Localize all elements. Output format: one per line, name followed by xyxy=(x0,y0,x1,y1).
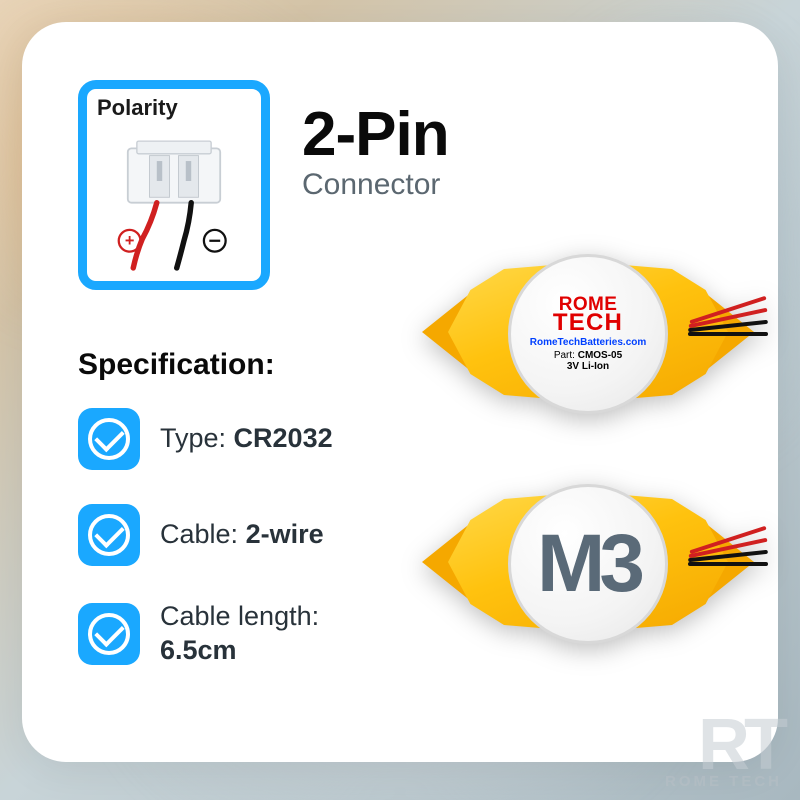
battery-wires xyxy=(688,518,768,598)
heading-main: 2-Pin xyxy=(302,104,449,166)
adhesive-disc: M3 xyxy=(508,484,668,644)
spec-label: Cable length: xyxy=(160,600,319,634)
battery-images: ROME TECH RomeTechBatteries.com Part: CM… xyxy=(388,232,788,712)
svg-text:+: + xyxy=(125,232,135,250)
spec-label: Type: xyxy=(160,423,234,453)
watermark-logo: RT xyxy=(665,717,782,775)
brand-line2: TECH xyxy=(553,313,623,333)
product-card: Polarity + 2-Pin Connector Specification… xyxy=(22,22,778,762)
battery-label-disc: ROME TECH RomeTechBatteries.com Part: CM… xyxy=(508,254,668,414)
watermark-text: ROME TECH xyxy=(665,773,782,790)
spec-list: Type: CR2032 Cable: 2-wire Cable length:… xyxy=(78,408,333,668)
connector-illustration: + xyxy=(97,125,251,275)
heading-sub: Connector xyxy=(302,168,449,202)
adhesive-brand: M3 xyxy=(537,523,639,605)
spec-label: Cable: xyxy=(160,519,246,549)
check-icon xyxy=(78,603,140,665)
polarity-label: Polarity xyxy=(97,95,251,121)
battery-top-view: ROME TECH RomeTechBatteries.com Part: CM… xyxy=(418,232,758,432)
check-icon xyxy=(78,408,140,470)
check-icon xyxy=(78,504,140,566)
chem-line: 3V Li-Ion xyxy=(567,361,609,372)
spec-title: Specification: xyxy=(78,348,275,382)
spec-item-cable-length: Cable length: 6.5cm xyxy=(78,600,333,668)
spec-item-type: Type: CR2032 xyxy=(78,408,333,470)
heading-block: 2-Pin Connector xyxy=(302,104,449,202)
brand-url: RomeTechBatteries.com xyxy=(530,337,647,348)
battery-bottom-view: M3 xyxy=(418,462,758,662)
spec-value: CR2032 xyxy=(234,423,333,453)
spec-item-cable: Cable: 2-wire xyxy=(78,504,333,566)
spec-value: 2-wire xyxy=(246,519,324,549)
watermark: RT ROME TECH xyxy=(665,717,782,790)
spec-value: 6.5cm xyxy=(160,634,319,668)
polarity-box: Polarity + xyxy=(78,80,270,290)
part-line: Part: CMOS-05 xyxy=(554,350,622,361)
battery-wires xyxy=(688,288,768,368)
